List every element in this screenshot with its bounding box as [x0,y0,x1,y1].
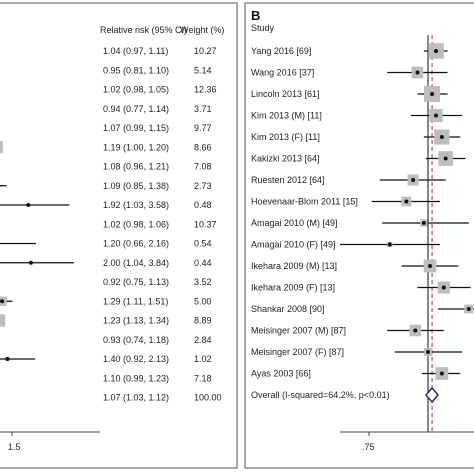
panel-a-rr-label: 1.10 (0.99, 1.23) [103,373,169,383]
panel-a-rr-label: 1.07 (1.03, 1.12) [103,393,169,403]
panel-b-axis-tick-label: .75 [362,442,375,452]
panel-a-weight-label: 8.66 [194,142,212,152]
panel-b-point [428,264,433,268]
panel-b-study-label: Hoevenaar-Blom 2011 [15] [251,197,358,207]
panel-a-point [26,203,31,207]
panel-b-study-label: Yang 2016 [69] [251,46,311,56]
panel-a-rr-label: 1.09 (0.85, 1.38) [103,181,169,191]
panel-b-point [441,285,446,290]
panel-a-point [0,299,5,304]
panel-a-weight-label: 3.71 [194,104,212,114]
panel-b-point [387,242,392,247]
panel-a-frame [0,2,238,469]
panel-b-study-label: Overall (I-squared=64.2%, p<0.01) [251,390,390,400]
panel-b-study-label: Shankar 2008 [90] [251,304,325,314]
panel-a-weight-box [0,141,3,154]
panel-a-weight-label: 8.89 [194,316,212,326]
panel-b-study-label: Lincoln 2013 [61] [251,89,320,99]
panel-b-point [415,70,420,75]
panel-a-weight-label: 5.14 [194,65,212,75]
panel-b-point [434,49,439,53]
panel-a-weight-label: 0.48 [194,200,212,210]
panel-b-point [443,156,448,161]
panel-a-rows: 1.04 (0.97, 1.11) 10.27 0.95 (0.81, 1.10) 5… [103,46,222,403]
panel-b-study-label: Ikehara 2009 (F) [13] [251,283,335,293]
panel-a-weight-label: 1.02 [194,354,212,364]
panel-a-point [28,260,33,265]
panel-a-weight-label: 7.18 [194,373,212,383]
panel-a-axis-tick-label: 1.5 [8,442,21,452]
panel-b-point [413,328,418,333]
panel-b-point [466,307,471,311]
panel-a-rr-label: 1.02 (0.98, 1.06) [103,219,169,229]
panel-a-header-weight: Weight (%) [180,25,224,35]
panel-b-study-label: Kakizki 2013 [64] [251,154,320,164]
panel-a-rr-label: 1.04 (0.97, 1.11) [103,46,168,56]
panel-a-weight-label: 10.27 [194,46,217,56]
panel-a-rr-label: 1.23 (1.13, 1.34) [103,316,169,326]
panel-b-point [404,199,409,204]
panel-b-study-label: Wang 2016 [37] [251,68,314,78]
panel-b-plot [340,35,474,432]
panel-a-rr-label: 0.94 (0.77, 1.14) [103,104,169,114]
panel-a-weight-label: 2.84 [194,335,212,345]
panel-b-point [430,92,435,96]
panel-b-frame [244,2,474,469]
panel-a-point [5,357,10,361]
panel-a-header-rr: Relative risk (95% CI) [100,25,187,35]
panel-b-point [411,178,416,182]
panel-a-weight-label: 10.37 [194,219,217,229]
panel-a-rr-label: 1.02 (0.98, 1.05) [103,85,169,95]
panel-a-weight-box [0,314,6,327]
panel-a-rr-label: 0.92 (0.75, 1.13) [103,277,169,287]
panel-a-weight-label: 100.00 [194,393,222,403]
panel-b-study-label: Amagai 2010 (M) [49] [251,218,338,228]
panel-b-point [421,221,426,225]
panel-a-rr-label: 1.40 (0.92, 2.13) [103,354,169,364]
panel-a-weight-label: 0.44 [194,258,212,268]
panel-b-study-label: Kim 2013 (F) [11] [251,132,320,142]
panel-a-rr-label: 1.08 (0.96, 1.21) [103,162,169,172]
panel-b-header-study: Study [251,23,275,33]
panel-a-weight-label: 5.00 [194,296,212,306]
panel-b-point [434,113,439,118]
panel-a-weight-label: 0.54 [194,239,212,249]
panel-a-rr-label: 0.93 (0.74, 1.18) [103,335,169,345]
panel-a-weight-label: 2.73 [194,181,212,191]
panel-b-study-label: Ayas 2003 [66] [251,369,311,379]
panel-b-point [439,135,444,139]
panel-b-point [426,350,430,354]
panel-a-weight-label: 12.36 [194,85,217,95]
panel-a-rr-label: 1.92 (1.03, 3.58) [103,200,169,210]
panel-a-rr-label: 1.19 (1.00, 1.20) [103,142,169,152]
panel-a-weight-label: 7.08 [194,162,212,172]
panel-a-rr-label: 1.20 (0.66, 2.16) [103,239,169,249]
panel-b-labels: Yang 2016 [69] Wang 2016 [37] Lincoln 2013… [251,46,390,400]
panel-b-study-label: Ruesten 2012 [64] [251,175,325,185]
panel-b-study-label: Amagai 2010 (F) [49] [251,240,336,250]
panel-a-weight-label: 9.77 [194,123,212,133]
panel-a-weight-label: 3.52 [194,277,212,287]
panel-a-marks [0,141,75,362]
panel-b-study-label: Meisinger 2007 (M) [87] [251,326,346,336]
panel-a-rr-label: 1.07 (0.99, 1.15) [103,123,169,133]
panel-a-rr-label: 1.29 (1.11, 1.51) [103,296,168,306]
panel-a-rr-label: 0.95 (0.81, 1.10) [103,65,169,75]
panel-b-study-label: Kim 2013 (M) [11] [251,111,322,121]
panel-b-study-label: Ikehara 2009 (M) [13] [251,261,337,271]
panel-b-point [439,371,444,376]
panel-a-rr-label: 2.00 (1.04, 3.84) [103,258,169,268]
panel-b-overall-diamond [425,386,439,404]
panel-b-study-label: Meisinger 2007 (F) [87] [251,347,344,357]
panel-b-letter: B [251,8,260,23]
